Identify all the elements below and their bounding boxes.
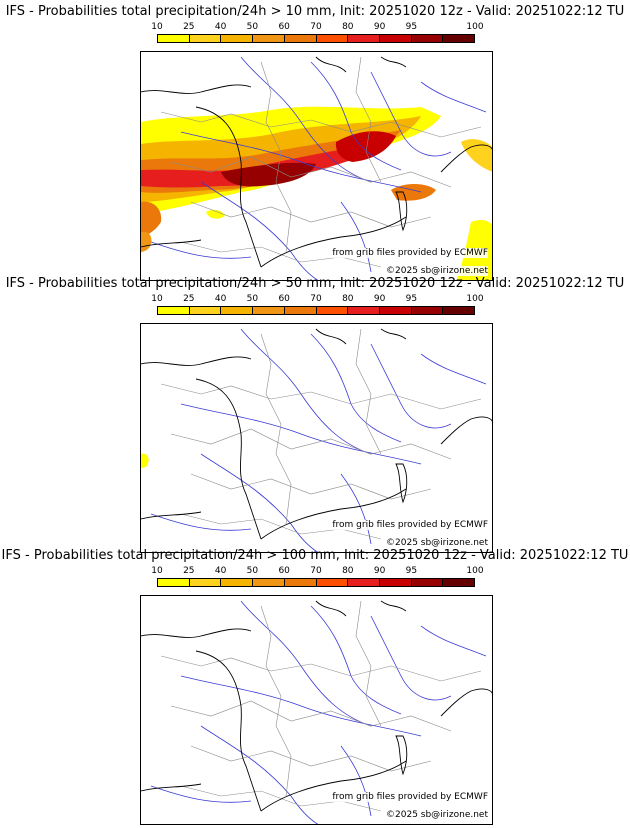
admin-borders xyxy=(160,328,482,540)
map-drawing xyxy=(141,600,492,824)
scale-swatch xyxy=(316,307,349,314)
scale-tick-label: 60 xyxy=(278,294,290,304)
scale-swatch xyxy=(189,307,222,314)
data-credit: from grib files provided by ECMWF xyxy=(332,520,488,530)
scale-tick-label: 40 xyxy=(214,294,227,304)
precip-field xyxy=(141,106,492,280)
scale-tick-label: 90 xyxy=(373,294,386,304)
map-drawing xyxy=(141,56,492,280)
scale-tick-label: 80 xyxy=(342,566,354,576)
scale-tick-label: 60 xyxy=(278,22,290,32)
panel-title: IFS - Probabilities total precipitation/… xyxy=(1,548,629,563)
scale-tick-label: 40 xyxy=(214,566,227,576)
scale-tick-label: 50 xyxy=(246,22,259,32)
scale-tick-label: 10 xyxy=(151,566,163,576)
scale-tick-label: 100 xyxy=(466,294,484,304)
map-drawing xyxy=(141,328,492,552)
data-credit: from grib files provided by ECMWF xyxy=(332,248,488,258)
scale-swatch xyxy=(221,35,254,42)
coastline xyxy=(141,56,492,268)
scale-swatch xyxy=(158,579,190,586)
scale-bar xyxy=(157,306,475,315)
scale-swatch xyxy=(443,307,475,314)
scale-tick-label: 90 xyxy=(373,566,386,576)
scale-swatch xyxy=(158,307,190,314)
color-scale: 10 25 40 50 60 70 80 90 95 100 xyxy=(151,22,484,44)
scale-swatch xyxy=(253,579,285,586)
scale-swatch xyxy=(348,579,380,586)
scale-tick-label: 95 xyxy=(405,22,418,32)
scale-swatch xyxy=(158,35,190,42)
scale-tick-label: 90 xyxy=(373,22,386,32)
scale-swatch xyxy=(284,35,317,42)
map-10mm: from grib files provided by ECMWF ©2025 … xyxy=(140,51,493,281)
scale-tick-label: 25 xyxy=(183,294,195,304)
scale-tick-label: 70 xyxy=(310,566,322,576)
scale-swatch xyxy=(284,579,317,586)
copyright: ©2025 sb@irizone.net xyxy=(386,810,488,820)
precip-field xyxy=(141,453,149,468)
scale-tick-label: 50 xyxy=(246,566,259,576)
scale-swatch xyxy=(411,579,444,586)
copyright: ©2025 sb@irizone.net xyxy=(386,538,488,548)
scale-swatch xyxy=(221,307,254,314)
scale-swatch xyxy=(189,35,222,42)
scale-swatch xyxy=(411,35,444,42)
panel-10mm: IFS - Probabilities total precipitation/… xyxy=(0,4,630,281)
scale-tick-label: 50 xyxy=(246,294,259,304)
scale-swatch xyxy=(379,307,412,314)
scale-tick-label: 70 xyxy=(310,294,322,304)
scale-swatch xyxy=(379,579,412,586)
scale-swatch xyxy=(284,307,317,314)
map-50mm: from grib files provided by ECMWF ©2025 … xyxy=(140,323,493,553)
panel-title: IFS - Probabilities total precipitation/… xyxy=(5,4,625,19)
panel-title: IFS - Probabilities total precipitation/… xyxy=(5,276,625,291)
copyright: ©2025 sb@irizone.net xyxy=(386,266,488,276)
panel-50mm: IFS - Probabilities total precipitation/… xyxy=(0,276,630,553)
scale-bar xyxy=(157,34,475,43)
scale-tick-label: 10 xyxy=(151,294,163,304)
scale-tick-label: 10 xyxy=(151,22,163,32)
color-scale: 10 25 40 50 60 70 80 90 95 100 xyxy=(151,566,484,588)
scale-swatch xyxy=(189,579,222,586)
scale-bar xyxy=(157,578,475,587)
color-scale: 10 25 40 50 60 70 80 90 95 100 xyxy=(151,294,484,316)
panel-100mm: IFS - Probabilities total precipitation/… xyxy=(0,548,630,825)
scale-swatch xyxy=(411,307,444,314)
scale-tick-label: 40 xyxy=(214,22,227,32)
scale-swatch xyxy=(443,579,475,586)
scale-swatch xyxy=(316,35,349,42)
scale-ticks: 10 25 40 50 60 70 80 90 95 100 xyxy=(151,566,483,576)
scale-tick-label: 25 xyxy=(183,566,195,576)
scale-ticks: 10 25 40 50 60 70 80 90 95 100 xyxy=(151,22,483,32)
scale-tick-label: 100 xyxy=(466,566,484,576)
scale-swatch xyxy=(316,579,349,586)
admin-borders xyxy=(160,600,482,812)
scale-tick-label: 95 xyxy=(405,566,418,576)
scale-swatch xyxy=(443,35,475,42)
scale-tick-label: 80 xyxy=(342,22,354,32)
coastline xyxy=(141,600,492,812)
scale-swatch xyxy=(253,35,285,42)
scale-ticks: 10 25 40 50 60 70 80 90 95 100 xyxy=(151,294,483,304)
scale-tick-label: 25 xyxy=(183,22,195,32)
scale-tick-label: 70 xyxy=(310,22,322,32)
scale-swatch xyxy=(348,307,380,314)
coastline xyxy=(141,328,492,540)
scale-tick-label: 100 xyxy=(466,22,484,32)
data-credit: from grib files provided by ECMWF xyxy=(332,792,488,802)
scale-swatch xyxy=(379,35,412,42)
map-100mm: from grib files provided by ECMWF ©2025 … xyxy=(140,595,493,825)
scale-tick-label: 60 xyxy=(278,566,290,576)
scale-swatch xyxy=(253,307,285,314)
scale-tick-label: 80 xyxy=(342,294,354,304)
scale-tick-label: 95 xyxy=(405,294,418,304)
scale-swatch xyxy=(348,35,380,42)
scale-swatch xyxy=(221,579,254,586)
